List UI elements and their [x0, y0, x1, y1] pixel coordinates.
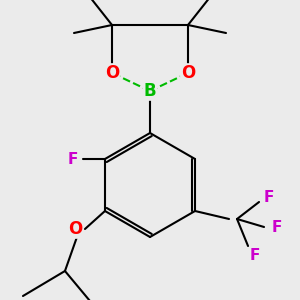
Text: O: O	[105, 64, 119, 82]
Text: O: O	[68, 220, 82, 238]
Text: F: F	[264, 190, 274, 205]
Text: B: B	[144, 82, 156, 100]
Text: F: F	[68, 152, 78, 166]
Text: O: O	[181, 64, 195, 82]
Text: F: F	[250, 248, 260, 263]
Text: F: F	[272, 220, 282, 235]
